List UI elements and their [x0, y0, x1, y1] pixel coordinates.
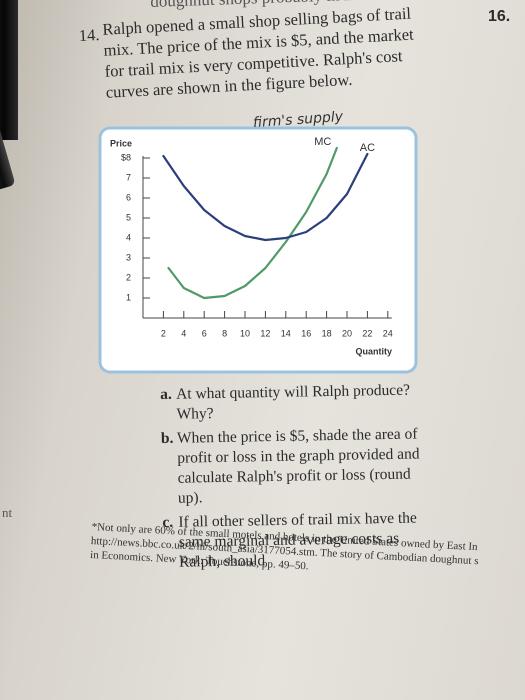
- x-tick-label: 10: [240, 328, 250, 338]
- y-tick-label: $8: [121, 152, 131, 162]
- curve: [162, 152, 369, 242]
- x-axis-label: Quantity: [355, 346, 392, 356]
- page-number: 16.: [488, 8, 511, 25]
- y-tick-label: 1: [126, 292, 131, 302]
- x-tick-label: 12: [260, 328, 270, 338]
- pen: [0, 0, 18, 140]
- curve-label: AC: [360, 142, 375, 154]
- x-tick-label: 2: [161, 328, 166, 338]
- y-axis-label: Price: [110, 138, 132, 148]
- curve: [167, 146, 338, 300]
- y-tick-label: 7: [126, 172, 131, 182]
- x-tick-label: 14: [281, 328, 291, 338]
- x-tick-label: 24: [383, 328, 393, 338]
- x-tick-label: 18: [322, 328, 332, 338]
- y-tick-label: 5: [126, 212, 131, 222]
- x-tick-label: 22: [362, 328, 372, 338]
- x-tick-label: 8: [222, 328, 227, 338]
- curve-label: MC: [314, 136, 331, 148]
- x-tick-label: 4: [181, 328, 186, 338]
- y-tick-label: 2: [126, 272, 131, 282]
- x-tick-label: 16: [301, 328, 311, 338]
- handwritten-annotation: firm's supply: [252, 109, 344, 131]
- y-tick-label: 3: [126, 252, 131, 262]
- margin-text: nt: [2, 505, 13, 520]
- x-tick-label: 20: [342, 328, 352, 338]
- x-tick-label: 6: [202, 328, 207, 338]
- y-tick-label: 4: [126, 232, 131, 242]
- figure-frame: [98, 126, 418, 374]
- y-tick-label: 6: [126, 192, 131, 202]
